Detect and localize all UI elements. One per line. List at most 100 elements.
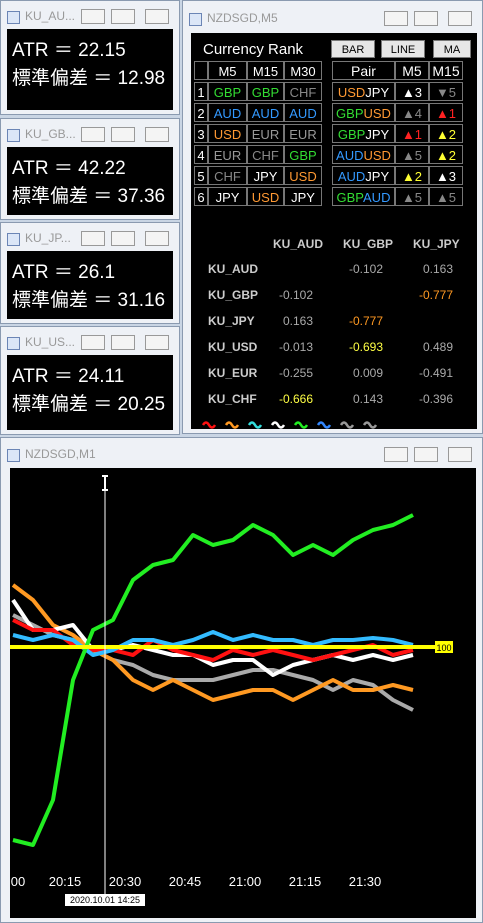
maximize-button[interactable]: [414, 447, 438, 462]
legend-swatch: [270, 421, 286, 429]
window: KU_AU... ATR ＝ 22.15 標準偏差 ＝ 12.98: [0, 0, 180, 115]
pair-rank-m5: ▲4: [395, 103, 429, 122]
pair-currency: AUD: [337, 169, 366, 184]
minimize-button[interactable]: [81, 335, 105, 350]
pair-currency: JPY: [365, 85, 390, 100]
rank-currency: JPY: [208, 187, 247, 206]
indicator-text: 標準偏差 ＝ 20.25: [12, 394, 166, 415]
correlation-value: -0.102: [348, 262, 383, 276]
maximize-button[interactable]: [414, 11, 438, 26]
window-title: NZDSGD,M5: [207, 11, 278, 25]
x-tick-label: 20:45: [169, 874, 202, 889]
correlation-row-label: KU_GBP: [208, 288, 259, 302]
maximize-button[interactable]: [111, 231, 135, 246]
correlation-value: 0.489: [422, 340, 453, 354]
window-title: KU_JP...: [25, 231, 71, 245]
correlation-value: -0.777: [418, 288, 453, 302]
rank-column-header: M30: [284, 61, 322, 80]
close-button[interactable]: [145, 127, 169, 142]
indicator-text: ATR ＝ 22.15: [12, 40, 126, 61]
chart-mode-button[interactable]: MA: [433, 40, 471, 58]
close-button[interactable]: [145, 9, 169, 24]
pair-rank-m15: ▲2: [429, 145, 463, 164]
window-title: KU_GB...: [25, 127, 76, 141]
correlation-row-label: KU_CHF: [208, 392, 257, 406]
correlation-value: -0.491: [418, 366, 453, 380]
maximize-button[interactable]: [111, 127, 135, 142]
maximize-button[interactable]: [111, 335, 135, 350]
legend-swatch: [293, 421, 309, 429]
correlation-value: 0.163: [422, 262, 453, 276]
chart-mode-button[interactable]: LINE: [381, 40, 425, 58]
correlation-value: -0.102: [278, 288, 313, 302]
rank-currency: EUR: [284, 124, 322, 143]
rank-column-header: M5: [208, 61, 247, 80]
line-legend: [201, 416, 391, 434]
pair-rank-m15: ▲5: [429, 187, 463, 206]
pair-currency: AUD: [363, 190, 391, 205]
correlation-row-label: KU_EUR: [208, 366, 258, 380]
minimize-button[interactable]: [384, 11, 408, 26]
legend-swatch: [362, 421, 378, 429]
pair-rank-m15: ▲2: [429, 124, 463, 143]
indicator-text: 標準偏差 ＝ 12.98: [12, 68, 166, 89]
x-tick-label: 21:30: [349, 874, 382, 889]
correlation-value: -0.255: [278, 366, 313, 380]
x-tick-label: 20:30: [109, 874, 142, 889]
correlation-value: 0.163: [282, 314, 313, 328]
pair-currency: GBP: [336, 190, 364, 205]
correlation-value: -0.666: [278, 392, 313, 406]
minimize-button[interactable]: [81, 9, 105, 24]
window: KU_JP... ATR ＝ 26.1 標準偏差 ＝ 31.16: [0, 222, 180, 324]
pair-rank-m5: ▲2: [395, 166, 429, 185]
maximize-button[interactable]: [111, 9, 135, 24]
rank-currency: AUD: [208, 103, 247, 122]
rank-currency: USD: [284, 166, 322, 185]
close-button[interactable]: [448, 447, 472, 462]
pair-rank-m5: ▲5: [395, 187, 429, 206]
series-line: [11, 583, 414, 702]
window-icon: [7, 449, 20, 462]
pair-currency: GBP: [336, 106, 364, 121]
rank-heading: Currency Rank: [203, 41, 304, 58]
legend-swatch: [339, 421, 355, 429]
pair-cell: AUDUSD: [332, 145, 395, 164]
x-tick-label: 20:15: [49, 874, 82, 889]
minimize-button[interactable]: [81, 127, 105, 142]
indicator-text: 標準偏差 ＝ 31.16: [12, 290, 166, 311]
correlation-column-header: KU_AUD: [273, 237, 324, 251]
rank-number: 6: [194, 187, 208, 206]
correlation-value: -0.013: [278, 340, 313, 354]
pair-cell: GBPJPY: [332, 124, 395, 143]
window-title: KU_AU...: [25, 9, 76, 23]
rank-number: 5: [194, 166, 208, 185]
pair-rank-m15: ▲1: [429, 103, 463, 122]
indicator-panel: ATR ＝ 24.11 標準偏差 ＝ 20.25: [7, 355, 173, 430]
chart-mode-button[interactable]: BAR: [331, 40, 375, 58]
pair-column-header: M5: [395, 61, 429, 80]
rank-number: 3: [194, 124, 208, 143]
indicator-panel: ATR ＝ 22.15 標準偏差 ＝ 12.98: [7, 29, 173, 110]
rank-column-header: M15: [247, 61, 284, 80]
correlation-row-label: KU_AUD: [208, 262, 259, 276]
rank-currency: USD: [208, 124, 247, 143]
pair-cell: USDJPY: [332, 82, 395, 101]
rank-currency: GBP: [247, 82, 284, 101]
rank-currency: EUR: [208, 145, 247, 164]
correlation-value: -0.396: [418, 392, 453, 406]
rank-currency: AUD: [284, 103, 322, 122]
minimize-button[interactable]: [81, 231, 105, 246]
correlation-value: 0.143: [352, 392, 383, 406]
pair-rank-m5: ▲5: [395, 145, 429, 164]
window-icon: [7, 129, 20, 142]
legend-swatches: [201, 421, 378, 429]
rank-currency: AUD: [247, 103, 284, 122]
close-button[interactable]: [145, 231, 169, 246]
correlation-column-header: KU_JPY: [413, 237, 460, 251]
window-icon: [7, 337, 20, 350]
pair-currency: USD: [363, 148, 391, 163]
minimize-button[interactable]: [384, 447, 408, 462]
close-button[interactable]: [448, 11, 472, 26]
close-button[interactable]: [145, 335, 169, 350]
correlation-value: -0.777: [348, 314, 383, 328]
